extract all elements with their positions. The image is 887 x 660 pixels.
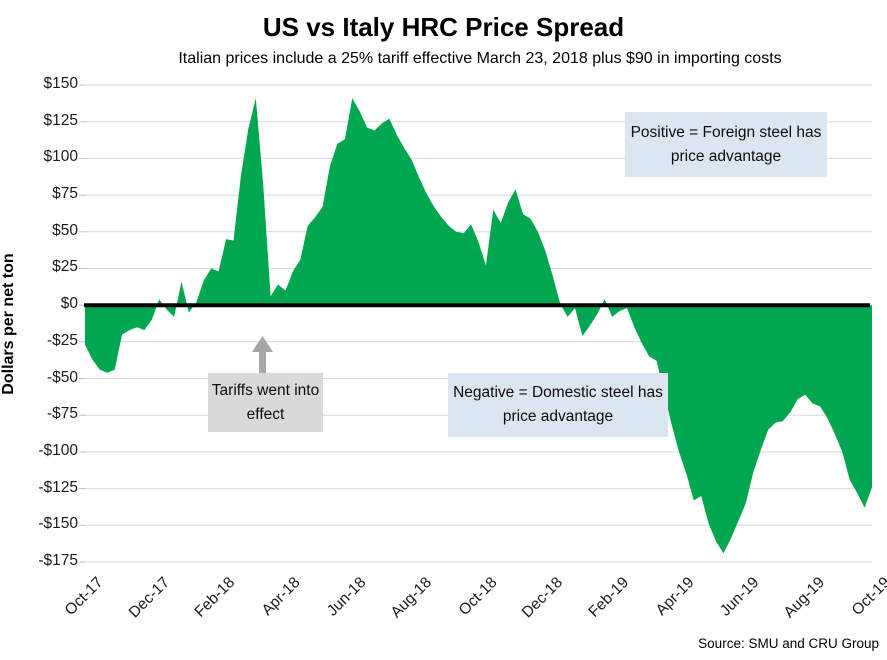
- tariffs-callout: Tariffs went into effect: [208, 373, 323, 432]
- source-note: Source: SMU and CRU Group: [698, 636, 879, 651]
- y-axis-tick-label: $100: [43, 148, 78, 166]
- negative-spread-callout: Negative = Domestic steel has price adva…: [448, 373, 668, 437]
- positive-spread-callout-text: Positive = Foreign steel has price advan…: [630, 123, 822, 165]
- y-axis-tick-label: -$125: [38, 478, 78, 496]
- chart-subtitle: Italian prices include a 25% tariff effe…: [178, 50, 782, 67]
- y-axis-tick-label: -$25: [46, 331, 78, 349]
- y-axis-tick-label: $50: [52, 221, 78, 239]
- up-arrow-icon: [252, 336, 273, 352]
- y-axis-tick-label: $75: [52, 185, 78, 203]
- y-axis-tick-label: -$50: [46, 368, 78, 386]
- y-axis-tick-label: $150: [43, 75, 78, 92]
- y-axis-tick-label: -$75: [46, 405, 78, 423]
- y-axis-tick-label: -$175: [38, 552, 78, 569]
- price-spread-area-series: [85, 98, 872, 554]
- y-axis-tick-label: $125: [43, 111, 78, 129]
- y-axis-tick-label: -$150: [38, 515, 78, 533]
- tariffs-callout-text: Tariffs went into effect: [211, 381, 320, 423]
- chart-title: US vs Italy HRC Price Spread: [262, 12, 625, 42]
- y-axis-tick-label: -$100: [38, 441, 78, 459]
- positive-spread-callout: Positive = Foreign steel has price advan…: [625, 112, 827, 177]
- tariffs-arrow-shaft: [259, 351, 266, 374]
- negative-spread-callout-text: Negative = Domestic steel has price adva…: [453, 384, 663, 425]
- y-axis-tick-label: $25: [52, 258, 78, 276]
- y-axis-tick-label: $0: [60, 295, 78, 313]
